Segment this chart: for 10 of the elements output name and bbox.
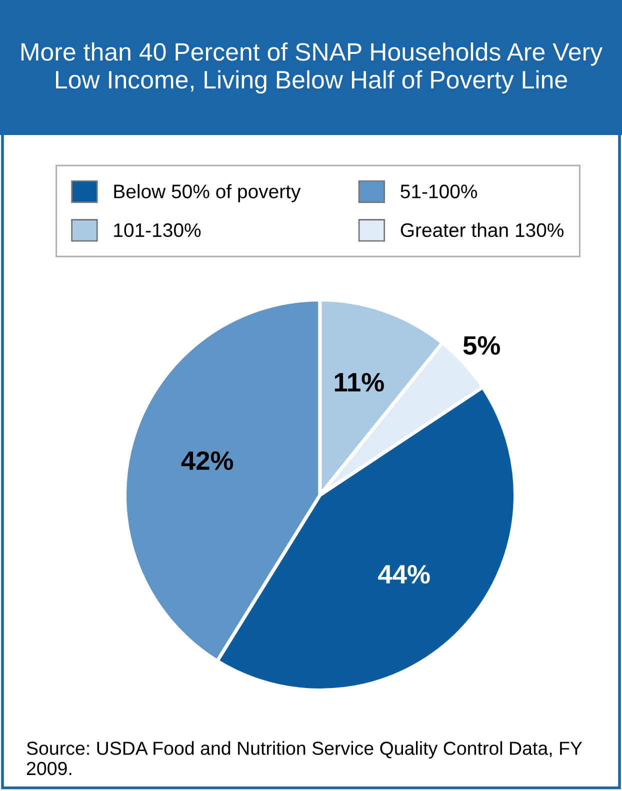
data-label: 11% <box>334 372 384 392</box>
legend-label: 51-100% <box>400 184 478 198</box>
data-label: 5% <box>463 336 500 355</box>
legend-label: Greater than 130% <box>400 222 564 238</box>
legend-label: 101-130% <box>114 223 201 238</box>
data-label: 44% <box>378 565 430 584</box>
source-note: Source: USDA Food and Nutrition Service Quality Control Data, FY 2009. <box>26 741 582 776</box>
legend-label: Below 50% of poverty <box>114 184 301 202</box>
chart-title: More than 40 Percent of SNAP Households Are Very Low Income, Living Below Half of Poverty Line <box>21 42 603 94</box>
data-label: 42% <box>181 451 234 470</box>
